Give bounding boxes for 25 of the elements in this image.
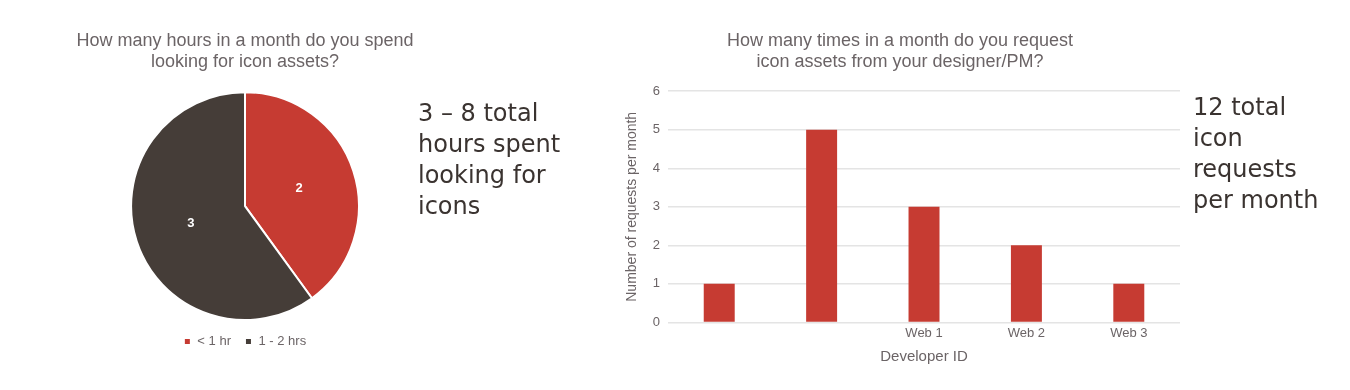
data-label: 3 [187, 215, 195, 231]
bar [1113, 283, 1145, 322]
y-tick-label: 6 [652, 82, 661, 98]
legend-label: < 1 hr [197, 333, 232, 349]
y-tick-label: 0 [652, 313, 661, 329]
bar [1010, 245, 1042, 322]
bar [806, 129, 838, 322]
x-axis-title: Developer ID [880, 347, 968, 365]
bar [908, 206, 940, 322]
chart-title: How many hours in a month do you spend looking for icon assets? [76, 29, 414, 72]
x-tick-label: Web 3 [1110, 324, 1148, 340]
y-tick-label: 5 [652, 121, 661, 137]
x-tick-label: Web 1 [905, 324, 943, 340]
chart-title: How many times in a month do you request icon assets from your designer/PM? [726, 29, 1074, 72]
x-tick-label: Web 2 [1007, 324, 1046, 340]
bar [703, 283, 735, 322]
y-tick-label: 4 [652, 159, 661, 175]
y-tick-label: 2 [652, 236, 661, 252]
y-tick-label: 3 [652, 198, 661, 214]
data-label: 2 [295, 180, 303, 196]
text: 12 total icon requests per month [1193, 92, 1320, 216]
text: 3 – 8 total hours spent looking for icons [418, 98, 562, 222]
y-axis-title: Number of requests per month [623, 111, 640, 302]
legend-label: 1 - 2 hrs [258, 333, 307, 349]
y-tick-label: 1 [652, 275, 661, 291]
